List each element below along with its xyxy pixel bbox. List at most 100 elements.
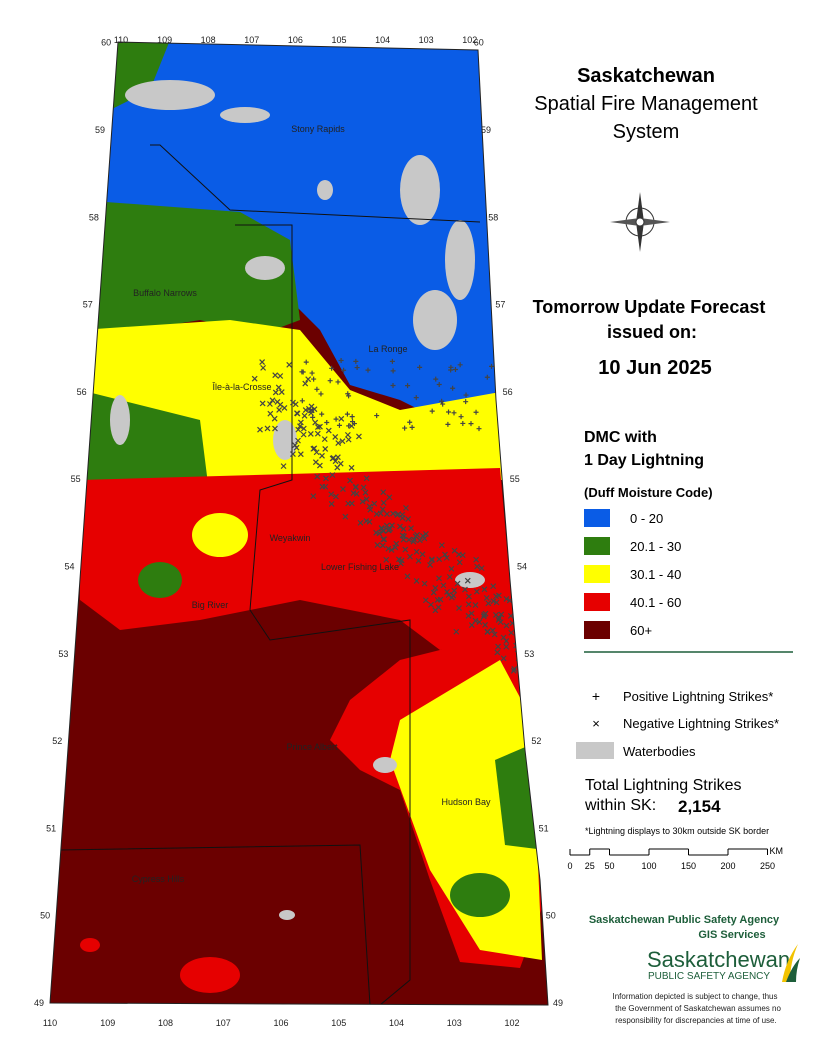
strike bbox=[411, 536, 418, 543]
strike bbox=[432, 607, 439, 614]
strike bbox=[527, 677, 534, 683]
strike bbox=[379, 506, 386, 513]
latitude-label: 50 bbox=[40, 911, 50, 921]
strike bbox=[380, 536, 387, 543]
strike bbox=[413, 578, 420, 584]
strike bbox=[386, 494, 393, 501]
strike bbox=[367, 506, 374, 513]
strike bbox=[399, 532, 406, 539]
strike bbox=[251, 375, 258, 382]
scale-label: 25 bbox=[585, 861, 595, 871]
strike bbox=[390, 383, 396, 389]
zone-40-60 bbox=[80, 468, 515, 650]
strike bbox=[495, 592, 502, 599]
strike bbox=[385, 545, 392, 552]
strike bbox=[352, 484, 359, 491]
strike bbox=[397, 523, 403, 530]
strike bbox=[348, 464, 355, 471]
place-label: Weyakwin bbox=[270, 533, 311, 543]
latitude-label: 51 bbox=[539, 823, 549, 833]
latitude-label: 56 bbox=[503, 387, 513, 397]
strike bbox=[503, 643, 510, 650]
strike bbox=[309, 370, 315, 376]
zone-0-20 bbox=[100, 42, 500, 420]
strike bbox=[427, 562, 434, 568]
strike bbox=[319, 411, 325, 417]
strike bbox=[451, 410, 457, 416]
strike bbox=[465, 601, 472, 608]
place-label: Hudson Bay bbox=[441, 797, 491, 807]
strike bbox=[440, 582, 447, 589]
strike bbox=[393, 540, 400, 547]
strike bbox=[336, 422, 342, 428]
strike bbox=[301, 412, 308, 419]
strike bbox=[428, 557, 435, 564]
strike bbox=[507, 612, 514, 619]
latitude-label: 52 bbox=[531, 736, 541, 746]
water-swatch bbox=[576, 742, 614, 759]
strike bbox=[389, 522, 395, 529]
symbol-label: Negative Lightning Strikes* bbox=[623, 716, 779, 731]
strike bbox=[451, 587, 458, 594]
strike bbox=[351, 421, 357, 427]
strike bbox=[438, 542, 445, 549]
strike bbox=[277, 373, 284, 379]
strike bbox=[260, 364, 267, 371]
legend-label: 20.1 - 30 bbox=[630, 539, 681, 554]
strike bbox=[522, 623, 529, 630]
strike bbox=[452, 367, 458, 373]
strike bbox=[388, 547, 395, 553]
latitude-label: 53 bbox=[58, 649, 68, 659]
latitude-label: 50 bbox=[546, 911, 556, 921]
strike bbox=[531, 636, 538, 643]
latitude-label: 55 bbox=[71, 474, 81, 484]
strike bbox=[430, 589, 437, 596]
strike bbox=[408, 525, 415, 532]
strike bbox=[428, 601, 434, 608]
strike bbox=[322, 445, 329, 452]
strike bbox=[295, 437, 301, 444]
strike bbox=[398, 557, 405, 564]
strike bbox=[314, 473, 321, 480]
strike bbox=[484, 374, 490, 380]
strike bbox=[334, 464, 341, 471]
strike bbox=[310, 414, 316, 420]
strike bbox=[310, 493, 317, 500]
scale-label: 200 bbox=[720, 861, 735, 871]
longitude-label: 108 bbox=[158, 1018, 173, 1028]
strike bbox=[278, 389, 285, 395]
strike bbox=[338, 357, 344, 363]
graticule-labels: 110 110 109 109 108 108 107 107 106 106 105 105 104 1… bbox=[34, 35, 563, 1028]
strike bbox=[510, 667, 517, 674]
strike bbox=[419, 551, 426, 558]
scale-label: 50 bbox=[604, 861, 614, 871]
strike bbox=[485, 600, 492, 607]
strike bbox=[436, 575, 442, 582]
strike bbox=[335, 440, 342, 446]
zone-30-40 bbox=[192, 513, 248, 557]
strike bbox=[311, 376, 317, 382]
strike bbox=[312, 459, 319, 466]
strike bbox=[538, 658, 545, 665]
note: *Lightning displays to 30km outside SK b… bbox=[585, 826, 769, 836]
legend-label: 0 - 20 bbox=[630, 511, 663, 526]
strike bbox=[293, 444, 300, 451]
strike bbox=[302, 380, 309, 387]
scale-label: 100 bbox=[641, 861, 656, 871]
strike bbox=[402, 425, 408, 431]
strike bbox=[303, 359, 309, 365]
strike bbox=[297, 451, 304, 458]
strike bbox=[444, 589, 450, 595]
strike bbox=[474, 563, 481, 570]
longitude-label: 105 bbox=[331, 1018, 346, 1028]
strike bbox=[476, 426, 482, 432]
latitude-label: 59 bbox=[481, 125, 491, 135]
zone-20-30 bbox=[80, 200, 300, 340]
legend-swatch bbox=[584, 509, 610, 527]
strike bbox=[286, 361, 293, 368]
symbol-legend: + Positive Lightning Strikes* × Negative… bbox=[576, 688, 779, 759]
strike bbox=[339, 438, 346, 445]
latitude-label: 58 bbox=[488, 212, 498, 222]
strike bbox=[272, 372, 279, 379]
total-label: within SK: bbox=[584, 797, 656, 814]
